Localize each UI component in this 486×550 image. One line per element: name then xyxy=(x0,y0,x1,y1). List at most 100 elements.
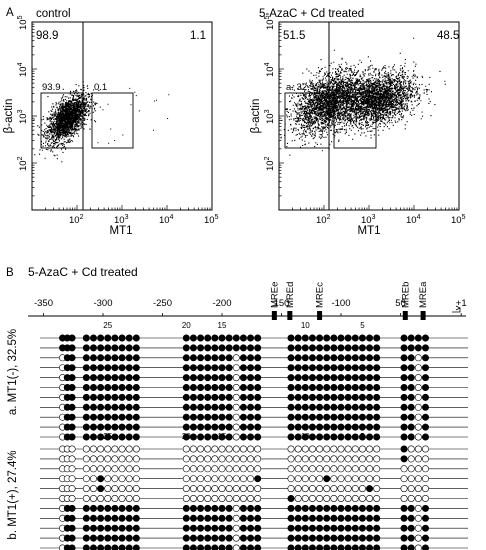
methylated-cpg xyxy=(421,514,429,522)
plot-title: control xyxy=(36,8,71,20)
cpg-index-label: 10 xyxy=(301,432,310,441)
unmethylated-cpg xyxy=(366,465,374,473)
unmethylated-cpg xyxy=(351,445,359,453)
methylated-cpg xyxy=(316,403,324,411)
methylated-cpg xyxy=(400,534,408,542)
methylated-cpg xyxy=(301,383,309,391)
unmethylated-cpg xyxy=(400,475,408,483)
methylated-cpg xyxy=(407,514,415,522)
methylated-cpg xyxy=(287,364,295,372)
methylated-cpg xyxy=(104,423,112,431)
methylated-cpg xyxy=(211,383,219,391)
methylated-cpg xyxy=(111,534,119,542)
methylated-cpg xyxy=(182,413,190,421)
unmethylated-cpg xyxy=(125,475,133,483)
methylated-cpg xyxy=(421,504,429,512)
methylated-cpg xyxy=(254,393,262,401)
methylated-cpg xyxy=(132,423,140,431)
methylated-cpg xyxy=(421,383,429,391)
methylated-cpg xyxy=(125,354,133,362)
methylated-cpg xyxy=(197,344,205,352)
unmethylated-cpg xyxy=(82,465,90,473)
methylated-cpg xyxy=(323,534,331,542)
methylated-cpg xyxy=(189,423,197,431)
methylated-cpg xyxy=(287,344,295,352)
methylated-cpg xyxy=(218,524,226,532)
methylated-cpg xyxy=(82,433,90,441)
methylated-cpg xyxy=(111,383,119,391)
methylated-cpg xyxy=(337,423,345,431)
methylated-cpg xyxy=(82,334,90,342)
methylated-cpg xyxy=(247,534,255,542)
unmethylated-cpg xyxy=(189,455,197,463)
mre-box xyxy=(420,311,426,320)
methylated-cpg xyxy=(111,504,119,512)
unmethylated-cpg xyxy=(232,445,240,453)
group-a-label: a. MT1(-), 32.5% xyxy=(7,329,19,415)
unmethylated-cpg xyxy=(308,475,316,483)
unmethylated-cpg xyxy=(232,413,240,421)
methylated-cpg xyxy=(407,403,415,411)
methylated-cpg xyxy=(421,374,429,382)
unmethylated-cpg xyxy=(218,465,226,473)
methylated-cpg xyxy=(358,383,366,391)
methylated-cpg xyxy=(239,413,247,421)
methylated-cpg xyxy=(407,544,415,550)
unmethylated-cpg xyxy=(414,534,422,542)
flow-plot-treated: 5-AzaC + Cd treated 51.5 48.5 a. 32.5 b.… xyxy=(250,8,466,237)
methylated-cpg xyxy=(104,403,112,411)
methylated-cpg xyxy=(211,544,219,550)
methylated-cpg xyxy=(316,423,324,431)
methylated-cpg xyxy=(182,334,190,342)
methylated-cpg xyxy=(301,433,309,441)
gate-right-percent: b. 27.4 xyxy=(336,82,365,93)
methylated-cpg xyxy=(407,334,415,342)
methylated-cpg xyxy=(118,344,126,352)
unmethylated-cpg xyxy=(82,445,90,453)
unmethylated-cpg xyxy=(239,465,247,473)
methylated-cpg xyxy=(204,413,212,421)
methylated-cpg xyxy=(239,504,247,512)
methylated-cpg xyxy=(211,334,219,342)
methylated-cpg xyxy=(82,354,90,362)
methylated-cpg xyxy=(373,354,381,362)
methylated-cpg xyxy=(421,423,429,431)
unmethylated-cpg xyxy=(189,475,197,483)
methylated-cpg xyxy=(97,334,105,342)
methylated-cpg xyxy=(247,433,255,441)
unmethylated-cpg xyxy=(104,445,112,453)
methylated-cpg xyxy=(366,534,374,542)
methylated-cpg xyxy=(211,374,219,382)
methylated-cpg xyxy=(97,354,105,362)
methylated-cpg xyxy=(189,514,197,522)
methylated-cpg xyxy=(373,393,381,401)
unmethylated-cpg xyxy=(232,383,240,391)
methylated-cpg xyxy=(316,344,324,352)
methylated-cpg xyxy=(400,524,408,532)
methylated-cpg xyxy=(125,344,133,352)
methylated-cpg xyxy=(301,354,309,362)
methylated-cpg xyxy=(294,544,302,550)
methylated-cpg xyxy=(247,383,255,391)
methylated-cpg xyxy=(218,393,226,401)
methylated-cpg xyxy=(316,364,324,372)
x-axis-label: MT1 xyxy=(110,225,133,237)
methylated-cpg xyxy=(118,423,126,431)
methylated-cpg xyxy=(323,504,331,512)
unmethylated-cpg xyxy=(211,455,219,463)
methylated-cpg xyxy=(68,544,76,550)
unmethylated-cpg xyxy=(366,475,374,483)
unmethylated-cpg xyxy=(104,494,112,502)
x-tick-label: 104 xyxy=(406,214,421,226)
methylated-cpg xyxy=(407,354,415,362)
unmethylated-cpg xyxy=(337,455,345,463)
methylated-cpg xyxy=(351,544,359,550)
unmethylated-cpg xyxy=(344,485,352,493)
methylated-cpg xyxy=(366,334,374,342)
y-tick-label: 104 xyxy=(264,62,276,77)
methylated-cpg xyxy=(104,383,112,391)
methylated-cpg xyxy=(373,374,381,382)
methylated-cpg xyxy=(89,413,97,421)
methylated-cpg xyxy=(421,544,429,550)
methylated-cpg xyxy=(104,344,112,352)
